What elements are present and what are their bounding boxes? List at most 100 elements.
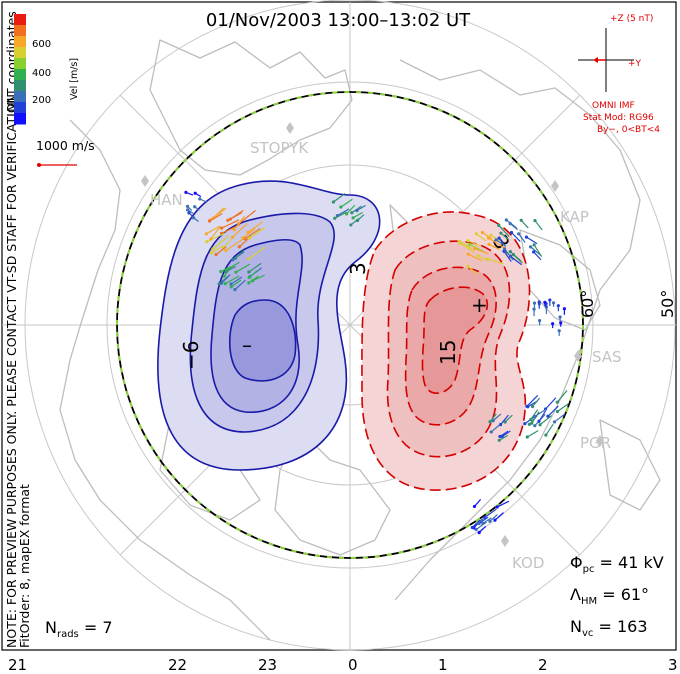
- velocity-vectors: [184, 190, 569, 535]
- velocity-vector: [509, 251, 522, 262]
- velocity-vector: [227, 212, 243, 221]
- velocity-vector-origin: [489, 233, 493, 237]
- velocity-vector: [511, 232, 521, 243]
- colorbar-block: [14, 58, 26, 70]
- colorbar-block: [14, 36, 26, 48]
- mlt-tick-23: 23: [258, 656, 277, 674]
- lambda-hm-stat: ΛHM = 61°: [570, 585, 649, 607]
- velocity-vector-origin: [551, 301, 556, 305]
- velocity-vector: [539, 415, 552, 426]
- colorbar-tick-200: 200: [32, 95, 51, 106]
- velocity-vector-origin: [495, 505, 499, 509]
- velocity-vector-origin: [546, 414, 550, 418]
- velocity-vector-origin: [219, 281, 224, 285]
- station-stopyk: STOPYK: [250, 122, 309, 157]
- velocity-vector: [477, 255, 488, 262]
- velocity-vector-origin: [191, 216, 196, 220]
- velocity-vector: [340, 198, 353, 208]
- velocity-vector-origin: [530, 404, 535, 409]
- negative-contour-label: −6: [179, 341, 203, 370]
- scale-vector: 1000 m/s: [36, 138, 95, 167]
- velocity-vector-origin: [533, 414, 537, 419]
- velocity-vector: [242, 228, 256, 239]
- velocity-vector: [501, 430, 511, 437]
- colorbar-block: [14, 25, 26, 37]
- velocity-vector-origin: [555, 400, 559, 404]
- velocity-vector: [484, 508, 497, 518]
- velocity-vector-origin: [230, 235, 235, 239]
- velocity-vector: [225, 237, 245, 252]
- velocity-vector-origin: [185, 208, 190, 212]
- velocity-vector-origin: [525, 435, 529, 439]
- velocity-vector-origin: [185, 204, 190, 208]
- velocity-vector: [498, 224, 510, 237]
- colorbar-tick-600: 600: [32, 39, 51, 50]
- velocity-vector: [518, 233, 526, 243]
- colorbar-block: [14, 113, 26, 125]
- velocity-vector: [474, 247, 489, 255]
- imf-source: OMNI IMF: [592, 101, 635, 111]
- velocity-vector-origin: [247, 275, 251, 280]
- velocity-vector-origin: [247, 236, 252, 240]
- velocity-vector: [492, 413, 502, 422]
- colorbar-label: Vel [m/s]: [69, 58, 80, 100]
- velocity-vector-origin: [476, 521, 480, 525]
- velocity-vector-origin: [219, 269, 223, 274]
- velocity-vector-origin: [350, 211, 354, 215]
- velocity-vector-origin: [237, 245, 241, 249]
- velocity-vector-origin: [476, 254, 480, 258]
- velocity-vector-origin: [557, 329, 561, 333]
- velocity-vector-origin: [233, 288, 237, 292]
- velocity-vector-origin: [548, 298, 552, 302]
- velocity-vector: [248, 269, 258, 278]
- velocity-vector: [489, 514, 498, 522]
- velocity-vector-origin: [493, 518, 497, 522]
- velocity-vector: [215, 246, 227, 256]
- velocity-vector-origin: [537, 419, 541, 423]
- velocity-vector-origin: [556, 304, 560, 308]
- velocity-vector-origin: [224, 248, 228, 253]
- velocity-vector: [459, 242, 475, 253]
- velocity-vector: [495, 239, 506, 247]
- mlt-tick-21: 21: [8, 656, 27, 674]
- velocity-vector-origin: [494, 238, 498, 242]
- velocity-vector: [500, 232, 510, 241]
- velocity-colorbar: [14, 14, 26, 125]
- velocity-vector-origin: [538, 423, 542, 427]
- mlt-tick-22: 22: [168, 656, 187, 674]
- velocity-vector-origin: [209, 251, 214, 255]
- velocity-vector: [212, 235, 230, 250]
- velocity-vector: [534, 408, 547, 418]
- velocity-vector: [209, 213, 223, 222]
- velocity-vector: [232, 223, 248, 238]
- velocity-vector-origin: [533, 218, 537, 223]
- velocity-vector-origin: [187, 211, 191, 215]
- negative-potential-cell: [157, 180, 381, 471]
- imf-clock: +Z (5 nT) +Y OMNI IMF Stat Mod: RG96 By−…: [578, 14, 660, 135]
- velocity-vector-origin: [247, 281, 251, 285]
- velocity-vector: [458, 240, 473, 250]
- velocity-vector-origin: [526, 405, 530, 409]
- velocity-vector-origin: [481, 521, 485, 526]
- velocity-vector-origin: [198, 197, 202, 201]
- velocity-vector: [333, 193, 346, 203]
- velocity-vector-origin: [232, 228, 236, 232]
- fit-order-note: FitOrder: 8, mapEX format: [17, 484, 32, 648]
- velocity-vector: [533, 244, 543, 257]
- velocity-vector-origin: [209, 237, 213, 241]
- potential-max-mark: +: [471, 293, 488, 317]
- velocity-vector: [545, 397, 557, 410]
- velocity-vector-origin: [529, 417, 533, 421]
- velocity-vector-origin: [533, 424, 537, 428]
- svg-text:PGR: PGR: [580, 434, 611, 452]
- velocity-vector: [554, 413, 566, 423]
- velocity-vector: [235, 263, 250, 273]
- station-kap: KAP: [551, 180, 589, 226]
- velocity-vector-origin: [544, 433, 548, 437]
- mlt-axis: 21 22 23 0 1 2 3: [8, 656, 678, 674]
- velocity-vector-origin: [480, 230, 485, 235]
- velocity-vector: [488, 237, 505, 249]
- velocity-vector: [350, 218, 360, 226]
- velocity-vector-origin: [497, 438, 501, 442]
